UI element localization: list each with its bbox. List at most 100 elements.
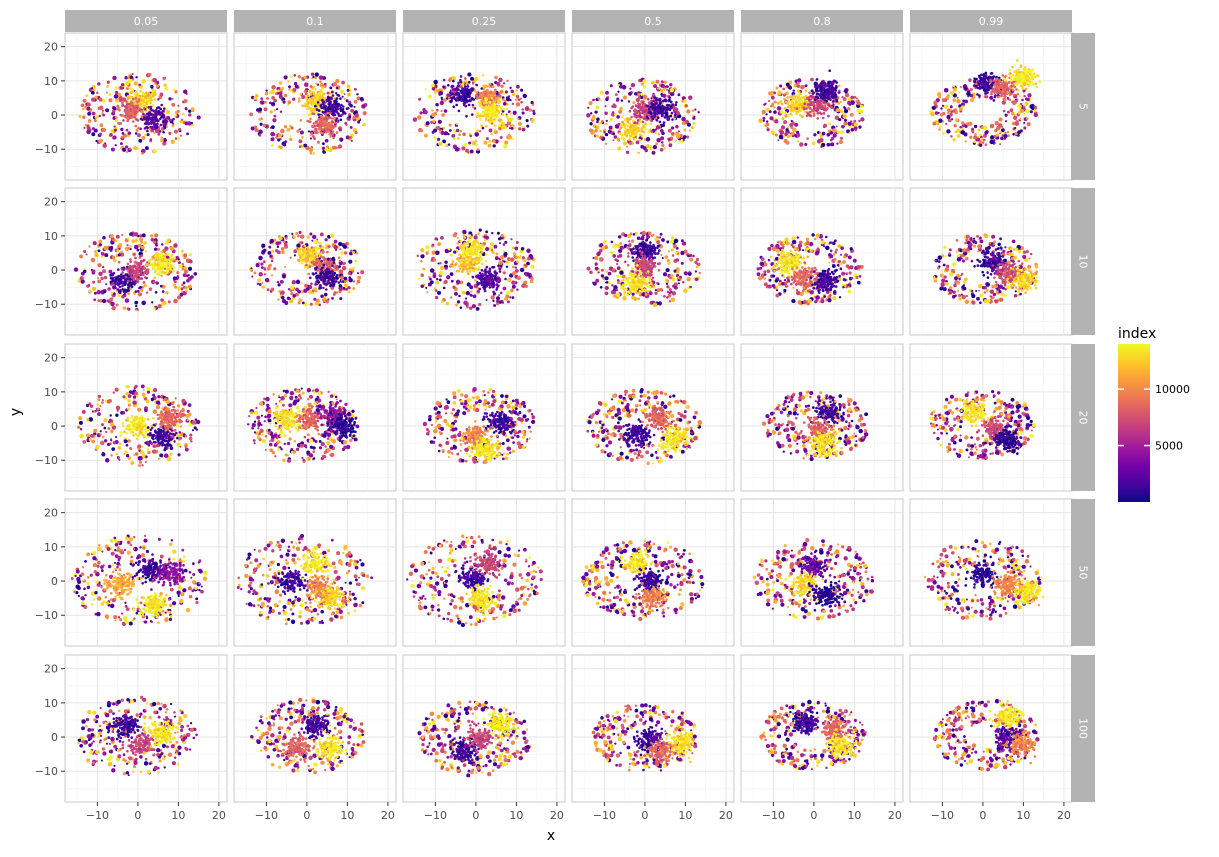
scatter-point [189,748,191,750]
scatter-point [124,602,126,604]
cluster-point [128,739,131,742]
scatter-point [354,260,357,263]
cluster-point [157,431,160,434]
scatter-point [93,599,95,601]
scatter-point [91,258,96,263]
cluster-point [298,100,301,103]
scatter-point [147,770,151,774]
scatter-point [186,608,191,613]
cluster-point [158,599,161,602]
scatter-point [271,144,273,146]
scatter-point [93,718,96,721]
cluster-point [135,108,138,111]
cluster-point [140,742,143,745]
scatter-point [115,86,118,89]
cluster-point [125,419,128,422]
scatter-point [325,139,329,143]
cluster-point [172,401,175,404]
cluster-point [340,114,343,117]
scatter-point [270,110,273,113]
cluster-point [174,410,177,413]
cluster-point [141,582,144,585]
scatter-point [119,549,124,554]
scatter-point [75,575,77,577]
scatter-point [352,267,355,270]
scatter-point [125,81,129,85]
cluster-point [338,94,341,97]
cluster-point [176,414,179,417]
cluster-point [152,267,155,270]
scatter-point [142,698,146,702]
scatter-point [294,254,296,256]
scatter-point [188,259,190,261]
scatter-point [340,251,343,254]
cluster-point [309,107,312,110]
scatter-point [100,277,104,281]
scatter-point [86,758,90,762]
scatter-point [271,288,275,292]
cluster-point [170,265,173,268]
scatter-point [98,544,100,546]
scatter-point [106,85,109,88]
scatter-point [298,301,301,304]
cluster-point [322,87,325,90]
scatter-point [116,235,120,239]
scatter-point [91,87,93,89]
scatter-point [277,246,279,248]
cluster-point [157,728,160,731]
scatter-point [83,270,86,273]
cluster-point [306,120,309,123]
cluster-point [147,734,150,737]
scatter-point [253,96,257,100]
cluster-point [149,605,152,608]
cluster-point [119,583,122,586]
cluster-point [109,585,112,588]
cluster-point [162,584,165,587]
scatter-point [94,119,97,122]
scatter-point [340,90,344,94]
cluster-point [313,125,316,128]
scatter-point [127,761,130,764]
scatter-point [77,742,80,745]
cluster-point [105,574,108,577]
scatter-point [119,564,121,566]
cluster-point [109,274,112,277]
cluster-point [108,729,111,732]
scatter-point [86,418,89,421]
scatter-point [86,553,90,557]
scatter-point [350,109,354,113]
scatter-point [333,82,337,86]
scatter-point [328,148,332,152]
scatter-point [101,550,103,552]
scatter-point [126,451,128,453]
scatter-point [112,731,115,734]
scatter-point [324,83,327,86]
cluster-point [329,111,332,114]
scatter-point [109,297,113,301]
scatter-point [280,129,285,134]
scatter-point [122,132,125,135]
scatter-point [300,235,304,239]
scatter-point [148,73,152,77]
cluster-point [137,274,140,277]
scatter-point [168,300,171,303]
cluster-point [152,417,155,420]
scatter-point [134,245,139,250]
cluster-point [328,103,331,106]
cluster-point [153,753,156,756]
scatter-point [98,581,100,583]
cluster-point [319,253,322,256]
cluster-point [124,735,127,738]
scatter-point [304,90,307,93]
scatter-point [280,290,285,295]
scatter-point [124,76,127,79]
cluster-point [144,99,147,102]
scatter-point [100,586,102,588]
cluster-point [140,86,143,89]
cluster-point [169,738,172,741]
scatter-point [133,536,135,538]
cluster-point [141,596,144,599]
scatter-point [92,761,94,763]
cluster-point [140,737,143,740]
scatter-point [167,457,172,462]
